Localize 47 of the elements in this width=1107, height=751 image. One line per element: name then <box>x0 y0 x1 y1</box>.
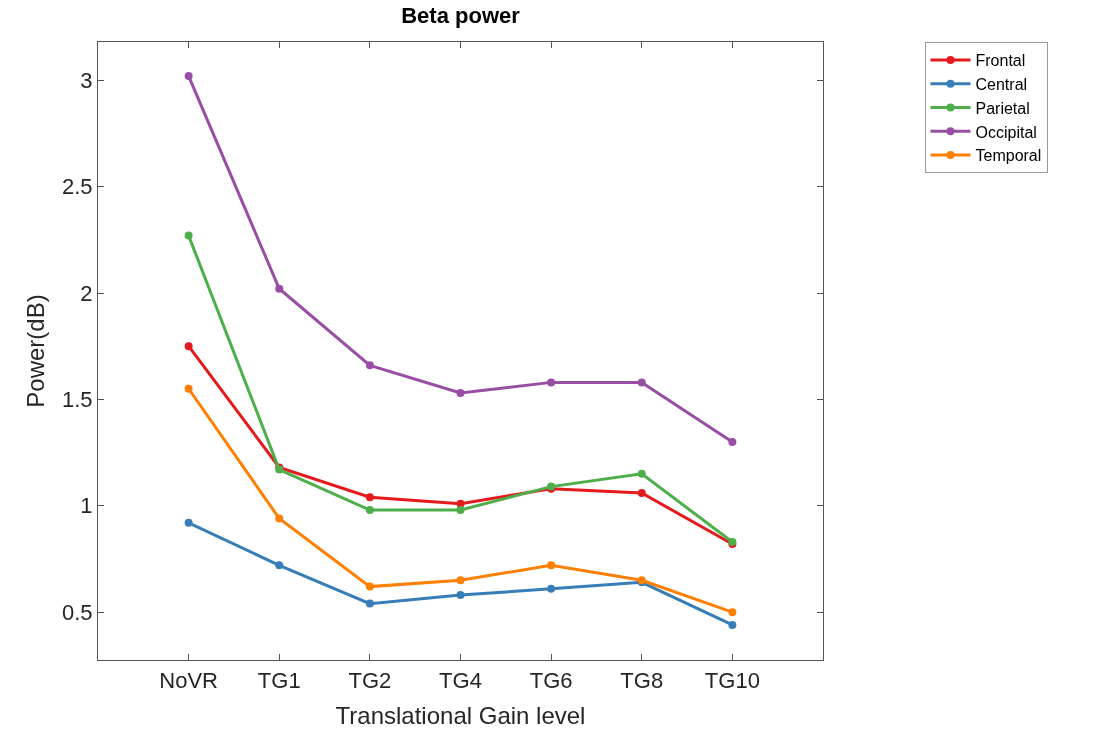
point <box>184 384 193 393</box>
point <box>275 514 284 523</box>
point <box>365 361 374 370</box>
point <box>637 489 646 497</box>
point <box>456 591 465 600</box>
x-tick-label: NoVR <box>159 667 218 693</box>
point <box>547 378 556 387</box>
point <box>275 284 284 293</box>
point <box>547 561 556 570</box>
x-tick-label: TG1 <box>257 667 301 693</box>
x-tick-label: TG10 <box>704 667 760 693</box>
y-tick-label: 1 <box>80 493 93 519</box>
point <box>547 584 556 593</box>
y-tick-label: 3 <box>80 67 93 93</box>
point <box>184 231 193 240</box>
y-tick-label: 1.5 <box>61 387 93 413</box>
point <box>456 506 465 515</box>
point <box>365 493 374 502</box>
point <box>184 72 193 81</box>
point <box>728 437 737 446</box>
x-tick-label: TG4 <box>439 667 482 693</box>
y-tick-label: 2.5 <box>61 174 93 200</box>
point <box>728 608 737 617</box>
point <box>637 378 646 387</box>
x-tick-label: TG6 <box>529 667 573 693</box>
point <box>275 561 284 570</box>
point <box>728 620 737 629</box>
point <box>637 469 646 478</box>
point <box>184 342 193 351</box>
y-axis-title: Power(dB) <box>22 294 50 408</box>
point <box>456 389 465 398</box>
legend-label: Parietal <box>975 99 1030 117</box>
x-tick-label: TG8 <box>620 667 664 693</box>
chart-title: Beta power <box>401 3 521 29</box>
y-tick-label: 2 <box>80 280 93 306</box>
x-axis-title: Translational Gain level <box>335 701 586 729</box>
legend-label: Frontal <box>975 52 1026 70</box>
point <box>365 506 374 515</box>
legend-label: Occipital <box>975 123 1037 141</box>
point <box>365 599 374 608</box>
point <box>184 518 193 527</box>
legend-label: Temporal <box>975 147 1042 165</box>
point <box>365 582 374 591</box>
point <box>456 576 465 585</box>
legend-label: Central <box>975 75 1028 93</box>
x-tick-label: TG2 <box>348 667 392 693</box>
y-tick-label: 0.5 <box>61 599 93 625</box>
